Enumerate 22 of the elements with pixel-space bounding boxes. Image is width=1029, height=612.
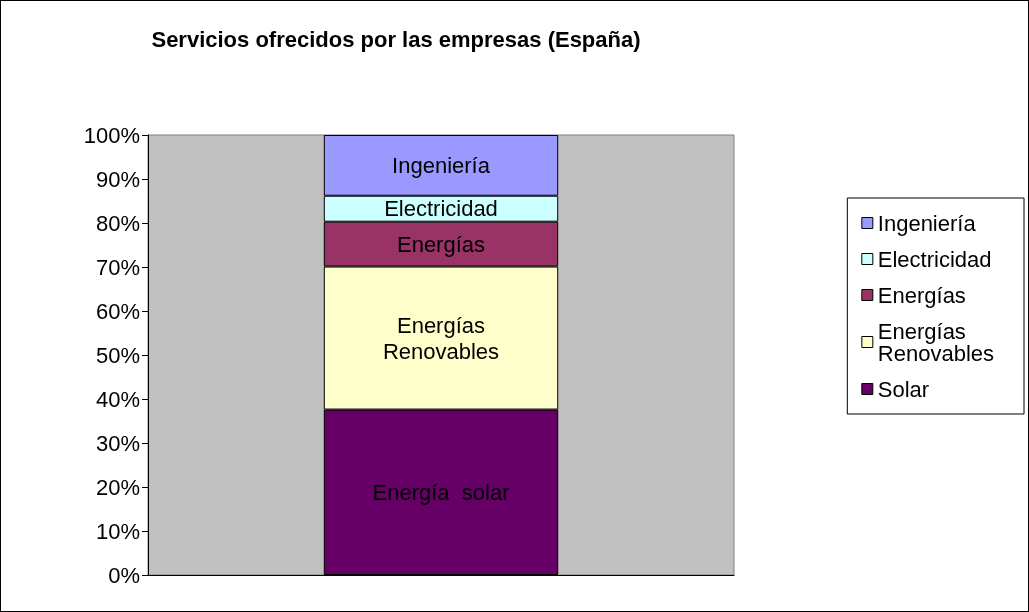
legend-label: Energías bbox=[877, 282, 966, 308]
y-tick-label: 10% bbox=[95, 518, 140, 544]
y-tick-label: 40% bbox=[95, 386, 140, 412]
y-tick-label: 70% bbox=[95, 254, 140, 280]
y-tick-label: 50% bbox=[95, 342, 140, 368]
annotation: Electricidad bbox=[384, 196, 498, 222]
annotation: Energía solar bbox=[372, 479, 510, 505]
annotation: Energías bbox=[396, 231, 486, 257]
legend-label: Energías Renovables bbox=[877, 318, 994, 366]
y-tick-label: 60% bbox=[95, 298, 140, 324]
y-tick-label: 80% bbox=[95, 210, 140, 236]
y-tick-label: 0% bbox=[108, 562, 140, 588]
legend-label: Electricidad bbox=[877, 246, 992, 272]
y-tick-label: 30% bbox=[95, 430, 140, 456]
annotation: Energías Renovables bbox=[382, 312, 500, 364]
y-tick-label: 20% bbox=[95, 474, 140, 500]
y-tick-label: 90% bbox=[95, 166, 140, 192]
legend-label: Ingeniería bbox=[877, 210, 977, 236]
y-tick-label: 100% bbox=[83, 122, 140, 148]
annotation: Ingeniería bbox=[392, 152, 491, 178]
chart-title: Servicios ofrecidos por las empresas (España) bbox=[151, 26, 641, 52]
legend-label: Solar bbox=[877, 376, 930, 402]
